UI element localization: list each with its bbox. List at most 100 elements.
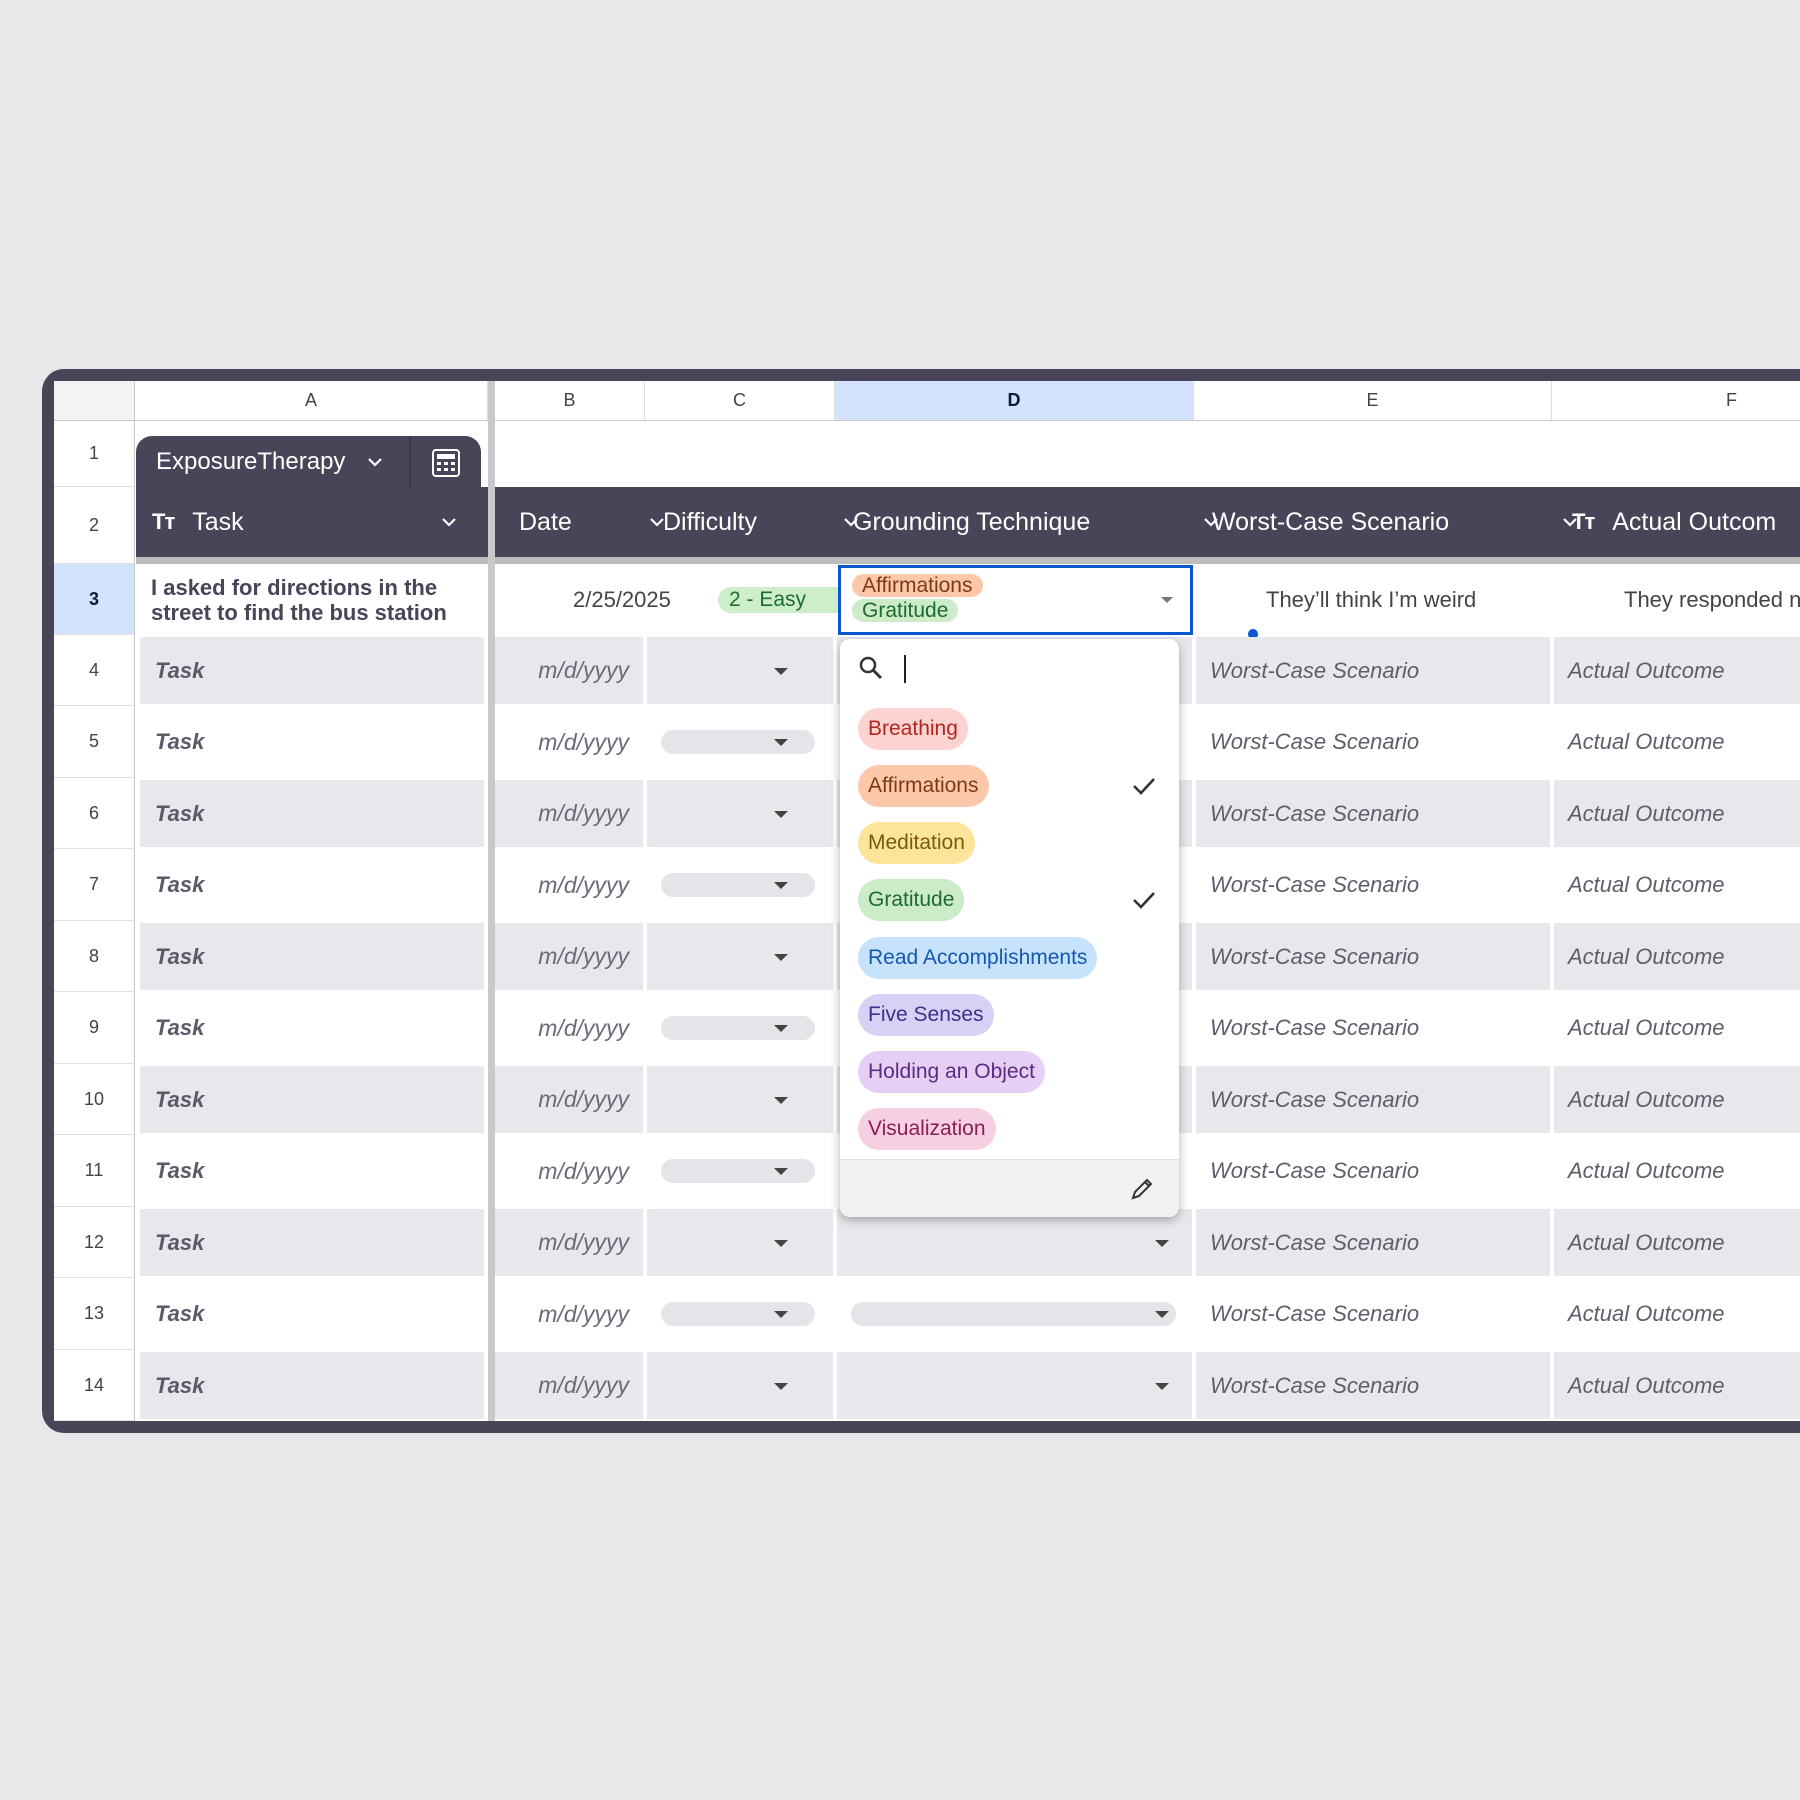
cell-actual-outcome[interactable]: Actual Outcome (1568, 1158, 1725, 1183)
chevron-down-icon[interactable] (841, 512, 861, 532)
header-date[interactable]: Date (519, 487, 679, 557)
option-chip[interactable]: Gratitude (858, 879, 965, 921)
row-header[interactable]: 3 (54, 564, 135, 635)
row-header[interactable]: 6 (54, 778, 135, 849)
row-header[interactable]: 2 (54, 487, 135, 564)
cell-worst-case[interactable]: Worst-Case Scenario (1210, 1015, 1420, 1040)
cell-worst-case[interactable]: Worst-Case Scenario (1196, 923, 1550, 990)
cell-worst-case[interactable]: Worst-Case Scenario (1210, 1158, 1420, 1183)
header-grounding-technique[interactable]: Grounding Technique (853, 487, 1233, 557)
cell-difficulty[interactable] (647, 923, 833, 990)
cell-actual-outcome[interactable]: They responded norm (1624, 586, 1800, 612)
cell-date[interactable]: m/d/yyyy (538, 1157, 629, 1184)
cell-worst-case[interactable]: Worst-Case Scenario (1196, 780, 1550, 847)
frozen-column-divider[interactable] (488, 381, 495, 1421)
chevron-down-icon[interactable] (1201, 512, 1221, 532)
cell-task[interactable]: Task (140, 780, 484, 847)
cell-task[interactable]: Task (140, 1352, 484, 1419)
cell-date[interactable]: m/d/yyyy (538, 728, 629, 755)
select-all-corner[interactable] (54, 381, 135, 421)
cell-worst-case[interactable]: Worst-Case Scenario (1196, 1352, 1550, 1419)
row-header[interactable]: 4 (54, 635, 135, 706)
active-cell-grounding[interactable]: Affirmations Gratitude (838, 565, 1193, 635)
row-header[interactable]: 5 (54, 706, 135, 778)
cell-task[interactable]: Task (140, 1209, 484, 1276)
cell-worst-case[interactable]: Worst-Case Scenario (1210, 872, 1420, 897)
option-chip[interactable]: Meditation (858, 822, 975, 864)
cell-difficulty[interactable] (647, 1066, 833, 1133)
cell-task[interactable]: Task (155, 872, 205, 897)
cell-difficulty[interactable] (647, 780, 833, 847)
cell-actual-outcome[interactable]: Actual Outcome (1554, 1352, 1800, 1419)
chevron-down-icon[interactable] (365, 452, 385, 472)
cell-date[interactable]: m/d/yyyy (495, 637, 643, 704)
cell-difficulty[interactable] (647, 1280, 833, 1348)
row-header[interactable]: 8 (54, 921, 135, 992)
chevron-down-icon[interactable] (647, 512, 667, 532)
dropdown-caret-icon[interactable] (1161, 597, 1173, 603)
cell-date[interactable]: m/d/yyyy (495, 923, 643, 990)
cell-difficulty[interactable] (647, 1137, 833, 1205)
chip-gratitude[interactable]: Gratitude (852, 599, 959, 622)
row-header[interactable]: 1 (54, 421, 135, 487)
cell-grounding[interactable] (837, 1352, 1192, 1419)
cell-worst-case[interactable]: Worst-Case Scenario (1210, 729, 1420, 754)
table-name-tab[interactable]: ExposureTherapy (136, 436, 481, 487)
cell-actual-outcome[interactable]: Actual Outcome (1568, 729, 1725, 754)
cell-actual-outcome[interactable]: Actual Outcome (1554, 1209, 1800, 1276)
header-worst-case[interactable]: Worst-Case Scenario (1212, 487, 1592, 557)
cell-actual-outcome[interactable]: Actual Outcome (1554, 637, 1800, 704)
cell-worst-case[interactable]: They’ll think I’m weird (1266, 586, 1477, 612)
chip-affirmations[interactable]: Affirmations (852, 574, 983, 597)
edit-pencil-icon[interactable] (1128, 1175, 1156, 1203)
row-header[interactable]: 13 (54, 1278, 135, 1350)
cell-task[interactable]: Task (140, 1066, 484, 1133)
cell-worst-case[interactable]: Worst-Case Scenario (1196, 1066, 1550, 1133)
chevron-down-icon[interactable] (439, 512, 459, 532)
row-header[interactable]: 7 (54, 849, 135, 921)
table-calculator-icon[interactable] (430, 448, 462, 478)
cell-actual-outcome[interactable]: Actual Outcome (1568, 1015, 1725, 1040)
cell-difficulty[interactable] (647, 637, 833, 704)
column-header-a[interactable]: A (135, 381, 488, 421)
cell-difficulty[interactable] (647, 708, 833, 776)
cell-actual-outcome[interactable]: Actual Outcome (1568, 1301, 1725, 1326)
cell-date[interactable]: m/d/yyyy (538, 1300, 629, 1327)
cell-task[interactable]: Task (140, 637, 484, 704)
cell-actual-outcome[interactable]: Actual Outcome (1568, 872, 1725, 897)
cell-difficulty[interactable] (647, 851, 833, 919)
option-chip[interactable]: Five Senses (858, 994, 994, 1036)
column-header-d[interactable]: D (835, 381, 1194, 421)
cell-difficulty[interactable] (647, 994, 833, 1062)
cell-date[interactable]: 2/25/2025 (573, 586, 671, 612)
column-header-b[interactable]: B (495, 381, 645, 421)
cell-worst-case[interactable]: Worst-Case Scenario (1196, 637, 1550, 704)
cell-difficulty[interactable] (647, 1352, 833, 1419)
cell-task[interactable]: Task (140, 923, 484, 990)
cell-date[interactable]: m/d/yyyy (495, 1209, 643, 1276)
row-header[interactable]: 12 (54, 1207, 135, 1278)
cell-task[interactable]: Task (155, 729, 205, 754)
cell-date[interactable]: m/d/yyyy (538, 871, 629, 898)
cell-task[interactable]: Task (155, 1015, 205, 1040)
header-difficulty[interactable]: Difficulty (663, 487, 873, 557)
dropdown-search-input[interactable] (898, 651, 1152, 687)
cell-actual-outcome[interactable]: Actual Outcome (1554, 780, 1800, 847)
cell-date[interactable]: m/d/yyyy (495, 780, 643, 847)
header-actual-outcome[interactable]: Tт Actual Outcom (1572, 507, 1777, 536)
option-chip[interactable]: Read Accomplishments (858, 937, 1098, 979)
cell-task[interactable]: I asked for directions in the street to … (151, 574, 447, 625)
cell-worst-case[interactable]: Worst-Case Scenario (1210, 1301, 1420, 1326)
option-chip[interactable]: Breathing (858, 708, 968, 750)
cell-date[interactable]: m/d/yyyy (495, 1352, 643, 1419)
row-header[interactable]: 10 (54, 1064, 135, 1135)
row-header[interactable]: 14 (54, 1350, 135, 1421)
row-header[interactable]: 11 (54, 1135, 135, 1207)
option-chip[interactable]: Affirmations (858, 765, 989, 807)
cell-worst-case[interactable]: Worst-Case Scenario (1196, 1209, 1550, 1276)
cell-task[interactable]: Task (155, 1158, 205, 1183)
cell-actual-outcome[interactable]: Actual Outcome (1554, 923, 1800, 990)
cell-task[interactable]: Task (155, 1301, 205, 1326)
cell-date[interactable]: m/d/yyyy (495, 1066, 643, 1133)
column-header-e[interactable]: E (1194, 381, 1552, 421)
